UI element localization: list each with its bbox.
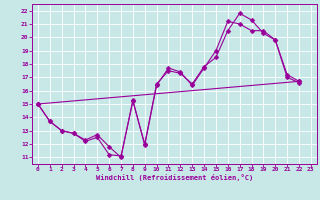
X-axis label: Windchill (Refroidissement éolien,°C): Windchill (Refroidissement éolien,°C) <box>96 174 253 181</box>
